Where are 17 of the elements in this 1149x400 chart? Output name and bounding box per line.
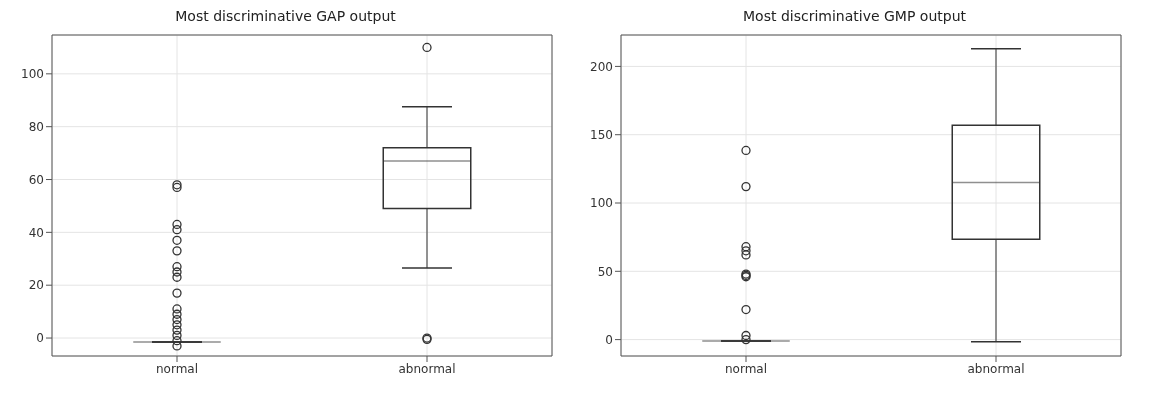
y-tick-label: 200 — [590, 59, 613, 74]
y-tick-label: 100 — [590, 196, 613, 211]
y-tick-label: 100 — [21, 67, 44, 82]
x-tick-label: normal — [724, 361, 768, 376]
y-tick-label: 0 — [605, 332, 613, 347]
chart-title: Most discriminative GAP output — [174, 8, 397, 26]
chart-title: Most discriminative GMP output — [742, 8, 967, 26]
y-tick-label: 0 — [36, 331, 44, 346]
x-tick-label: abnormal — [967, 361, 1025, 376]
y-tick-label: 80 — [28, 119, 44, 134]
x-tick-label: normal — [155, 361, 199, 376]
y-tick-label: 40 — [28, 225, 44, 240]
y-tick-label: 50 — [597, 264, 613, 279]
x-tick-label: abnormal — [398, 361, 456, 376]
y-tick-label: 20 — [28, 278, 44, 293]
y-tick-label: 150 — [590, 127, 613, 142]
y-tick-label: 60 — [28, 172, 44, 187]
